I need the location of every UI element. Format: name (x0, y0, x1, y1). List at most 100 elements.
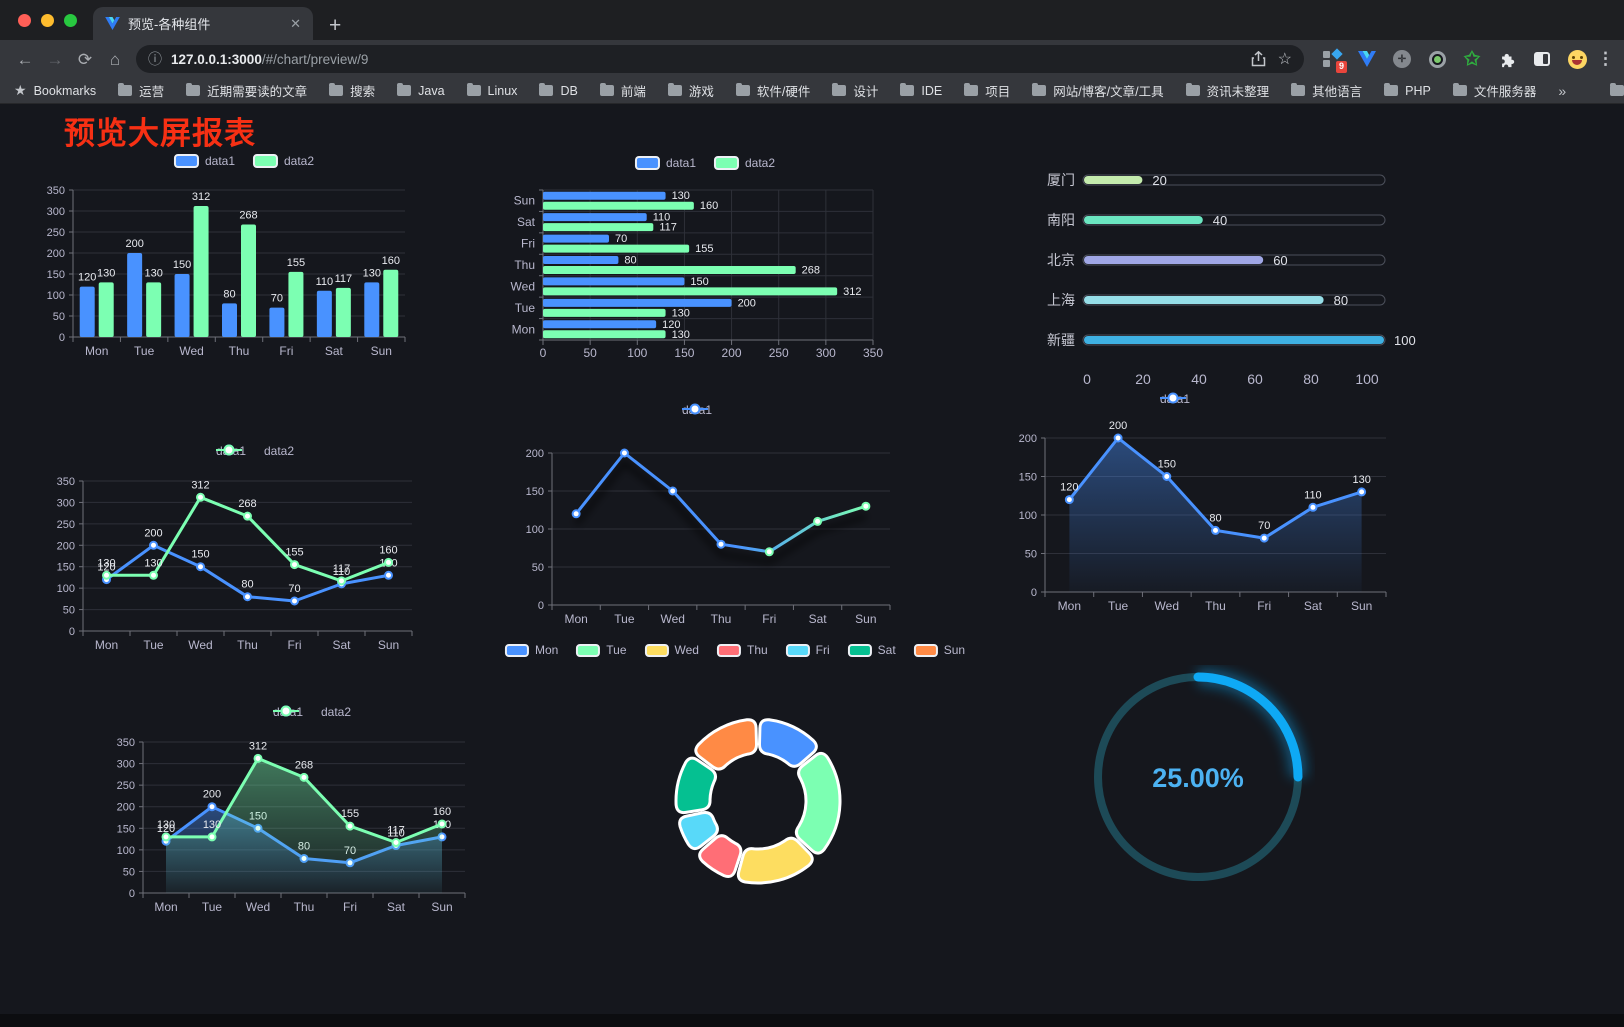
legend-item-data2[interactable]: data2 (253, 154, 314, 168)
svg-text:312: 312 (249, 740, 267, 752)
svg-text:160: 160 (700, 200, 718, 212)
legend-item-Tue[interactable]: Tue (576, 643, 627, 657)
svg-text:Fri: Fri (343, 900, 357, 914)
svg-text:50: 50 (583, 346, 597, 360)
folder-icon (900, 83, 915, 96)
legend-label: data1 (665, 156, 696, 170)
extensions-row: 9 ✛ ✩ (1322, 48, 1587, 73)
bookmark-folder[interactable]: 前端 (599, 81, 646, 100)
legend-item-Sat[interactable]: Sat (847, 643, 896, 657)
close-window-button[interactable] (18, 14, 31, 27)
svg-text:0: 0 (59, 332, 65, 344)
extension-recorder-icon[interactable] (1427, 49, 1447, 69)
legend-item-data2[interactable]: data2 (714, 156, 775, 170)
svg-text:117: 117 (659, 222, 677, 234)
svg-text:厦门: 厦门 (1047, 172, 1075, 188)
svg-text:Thu: Thu (294, 900, 315, 914)
bookmark-folder[interactable]: 设计 (832, 81, 878, 100)
extension-settings-icon[interactable]: ✛ (1392, 49, 1412, 69)
tab-favicon-icon (105, 17, 120, 30)
url-path: /#/chart/preview/9 (261, 51, 369, 67)
share-icon[interactable] (1251, 51, 1266, 67)
minimize-window-button[interactable] (41, 14, 54, 27)
legend-item-Wed[interactable]: Wed (644, 643, 699, 657)
bookmark-folder[interactable]: 文件服务器 (1452, 81, 1536, 100)
svg-text:Mon: Mon (1058, 599, 1081, 613)
folder-icon (735, 83, 750, 96)
legend-item-Thu[interactable]: Thu (716, 643, 768, 657)
profile-avatar-icon[interactable] (1567, 49, 1587, 69)
svg-text:0: 0 (540, 346, 547, 360)
svg-text:350: 350 (57, 476, 75, 488)
extensions-puzzle-icon[interactable] (1497, 49, 1517, 69)
browser-tab[interactable]: 预览-各种组件 ✕ (93, 7, 313, 40)
svg-text:312: 312 (192, 191, 210, 203)
svg-text:Mon: Mon (564, 612, 587, 626)
folder-icon (466, 83, 481, 96)
bookmarks-bar: ★ Bookmarks 运营 近期需要读的文章 搜索 Java Linux DB 前端 游戏 软… (0, 78, 1624, 104)
svg-text:200: 200 (526, 448, 544, 460)
bookmark-folder[interactable]: DB (539, 83, 578, 98)
bookmark-folder[interactable]: 游戏 (667, 81, 714, 100)
home-button[interactable]: ⌂ (109, 49, 121, 69)
back-button[interactable]: ← (16, 49, 34, 69)
legend-item-data2[interactable]: data2 (272, 705, 351, 719)
bookmark-folder[interactable]: 网站/博客/文章/工具 (1032, 81, 1164, 100)
svg-text:60: 60 (1247, 371, 1263, 387)
bookmark-folder[interactable]: 项目 (964, 81, 1010, 100)
tab-close-icon[interactable]: ✕ (290, 15, 301, 31)
side-panel-icon[interactable] (1532, 49, 1552, 69)
bookmark-folder[interactable]: 其他语言 (1291, 81, 1362, 100)
svg-text:Sat: Sat (325, 344, 344, 358)
browser-menu-icon[interactable]: ⋮ (1597, 49, 1614, 68)
svg-text:Sun: Sun (431, 900, 452, 914)
folder-icon (1291, 83, 1306, 96)
forward-button[interactable]: → (46, 49, 64, 69)
svg-text:130: 130 (1352, 474, 1370, 486)
svg-text:120: 120 (97, 562, 115, 574)
legend-item-Sun[interactable]: Sun (913, 643, 965, 657)
extension-vue-icon[interactable] (1357, 49, 1377, 69)
bookmark-folder[interactable]: Java (397, 83, 445, 98)
zoom-window-button[interactable] (64, 14, 77, 27)
legend-label: Tue (606, 643, 627, 657)
other-bookmarks-item[interactable]: 其他书签 (1610, 81, 1624, 100)
bookmark-folder[interactable]: Linux (466, 83, 517, 98)
new-tab-button[interactable]: + (329, 14, 342, 37)
legend-item-data1[interactable]: data1 (681, 403, 712, 417)
extension-grid-icon[interactable]: 9 (1322, 48, 1347, 73)
window-controls (0, 14, 93, 40)
bookmark-folder[interactable]: 资讯未整理 (1185, 81, 1269, 100)
svg-text:100: 100 (117, 845, 135, 857)
chart-single-area-line: 0 50 100 150 200 Mon Tue Wed Thu Fri Sat Sun 120 200 1… (985, 390, 1405, 622)
reload-button[interactable]: ⟳ (77, 49, 93, 69)
bookmark-folder[interactable]: 软件/硬件 (735, 81, 810, 100)
svg-text:200: 200 (1019, 433, 1037, 445)
svg-text:50: 50 (63, 605, 75, 617)
svg-text:130: 130 (672, 307, 690, 319)
bookmark-folder[interactable]: 运营 (118, 81, 164, 100)
legend-label: Wed (674, 643, 699, 657)
bookmark-star-icon[interactable]: ☆ (1277, 51, 1292, 68)
svg-text:160: 160 (433, 806, 451, 818)
page-title: 预览大屏报表 (64, 116, 256, 151)
site-info-icon[interactable]: ⓘ (148, 51, 162, 67)
bookmark-folder[interactable]: IDE (900, 83, 942, 98)
legend-item-data2[interactable]: data2 (215, 444, 294, 458)
bookmarks-manager-item[interactable]: ★ Bookmarks (14, 82, 96, 99)
bookmarks-overflow-chevron[interactable]: » (1558, 82, 1567, 99)
extension-star-icon[interactable]: ✩ (1464, 48, 1480, 70)
bookmark-folder[interactable]: PHP (1384, 83, 1431, 98)
svg-text:250: 250 (769, 346, 789, 360)
svg-text:60: 60 (1273, 253, 1287, 268)
legend-item-Mon[interactable]: Mon (504, 643, 558, 657)
bookmark-folder[interactable]: 近期需要读的文章 (186, 81, 307, 100)
legend-item-data1[interactable]: data1 (1159, 392, 1190, 406)
svg-text:120: 120 (157, 823, 175, 835)
legend-marker (215, 444, 242, 456)
legend-item-data1[interactable]: data1 (173, 154, 235, 168)
address-bar[interactable]: ⓘ 127.0.0.1:3000/#/chart/preview/9 ☆ (136, 45, 1304, 73)
bookmark-folder[interactable]: 搜索 (329, 81, 375, 100)
legend-item-data1[interactable]: data1 (634, 156, 696, 170)
legend-item-Fri[interactable]: Fri (785, 643, 830, 657)
